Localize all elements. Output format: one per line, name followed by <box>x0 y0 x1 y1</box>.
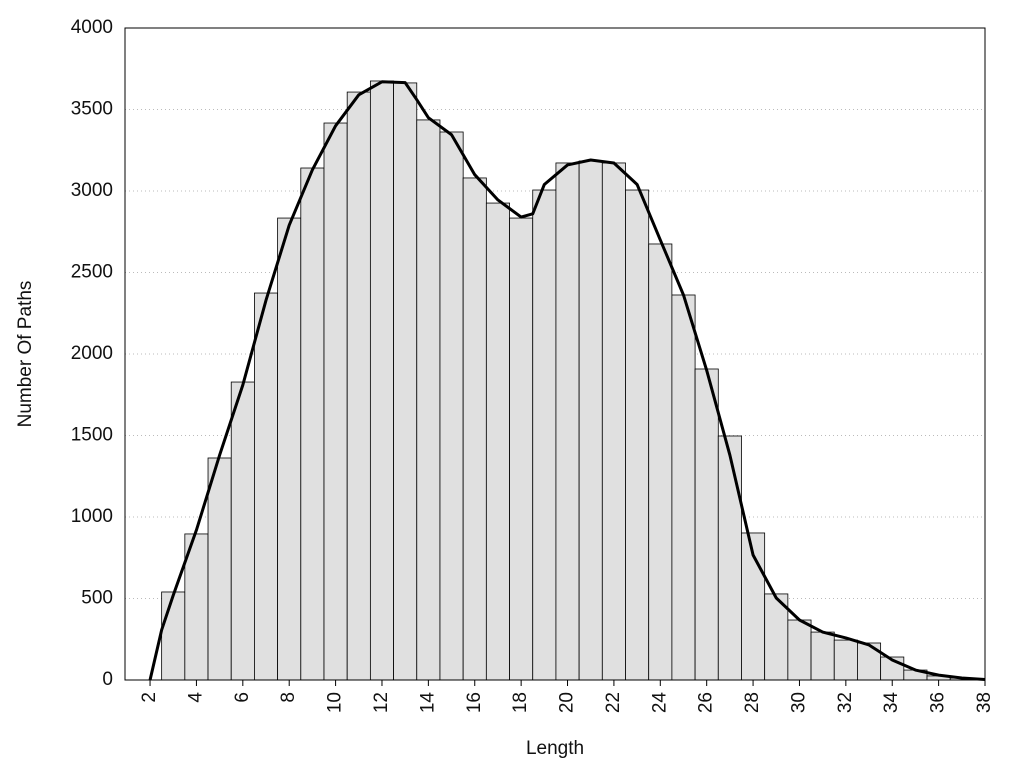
bar <box>833 639 858 681</box>
x-tick-label: 22 <box>603 692 624 713</box>
x-tick-label: 16 <box>464 692 485 713</box>
bar <box>207 457 232 681</box>
bar <box>532 189 557 681</box>
x-tick-label: 8 <box>278 692 299 703</box>
x-tick-label: 4 <box>185 692 206 703</box>
x-tick-label: 20 <box>557 692 578 713</box>
bar <box>810 631 835 681</box>
x-tick-label: 38 <box>974 692 995 713</box>
bar <box>230 381 255 681</box>
y-tick-label: 1000 <box>71 506 113 527</box>
x-tick-label: 18 <box>510 692 531 713</box>
y-axis-label: Number Of Paths <box>15 281 36 428</box>
x-tick-label: 28 <box>742 692 763 713</box>
bar <box>439 131 464 681</box>
x-tick-label: 30 <box>788 692 809 713</box>
bar <box>694 368 719 681</box>
bar <box>555 162 580 681</box>
x-tick-label: 6 <box>232 692 253 703</box>
bar <box>671 294 696 681</box>
bar <box>161 591 186 681</box>
bar <box>601 162 626 681</box>
bar <box>277 217 302 681</box>
x-tick-label: 24 <box>649 692 670 714</box>
x-tick-label: 12 <box>371 692 392 713</box>
x-axis-label: Length <box>526 738 584 759</box>
bar <box>369 80 394 681</box>
bar <box>254 292 279 681</box>
x-tick-label: 34 <box>881 692 902 714</box>
x-tick-label: 32 <box>835 692 856 713</box>
bar <box>393 82 418 681</box>
bar <box>578 160 603 681</box>
density-curve <box>148 80 986 682</box>
bar <box>416 119 441 681</box>
y-tick-label: 3500 <box>71 99 113 120</box>
x-tick-label: 14 <box>417 692 438 714</box>
y-tick-label: 2500 <box>71 262 113 283</box>
bar <box>648 243 673 681</box>
bar <box>485 202 510 681</box>
bar <box>323 122 348 681</box>
x-tick-label: 10 <box>325 692 346 713</box>
x-tick-label: 36 <box>928 692 949 713</box>
bar <box>346 91 371 681</box>
x-tick-label: 26 <box>696 692 717 713</box>
y-tick-label: 3000 <box>71 180 113 201</box>
bar <box>717 435 742 681</box>
bar <box>300 167 325 681</box>
bar <box>509 217 534 681</box>
x-tick-label: 2 <box>139 692 160 703</box>
bar <box>787 619 812 681</box>
bar <box>625 189 650 681</box>
y-tick-label: 500 <box>81 588 113 609</box>
y-tick-label: 4000 <box>71 17 113 38</box>
plot-frame <box>124 27 986 681</box>
y-tick-label: 0 <box>102 669 113 690</box>
y-tick-label: 1500 <box>71 425 113 446</box>
y-tick-label: 2000 <box>71 343 113 364</box>
bar <box>462 177 487 681</box>
